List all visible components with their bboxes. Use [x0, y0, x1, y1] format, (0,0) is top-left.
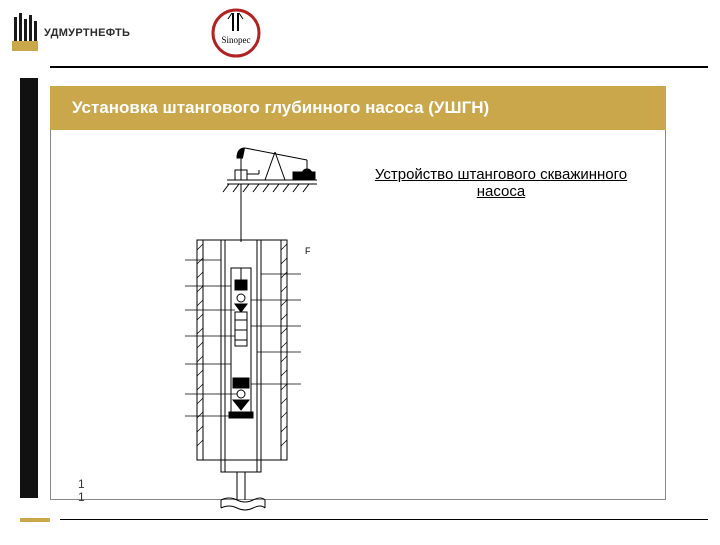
page-number-line1: 1: [78, 478, 85, 491]
company-logo: УДМУРТНЕФТЬ: [12, 13, 130, 53]
derrick-icon: [12, 13, 38, 53]
brand-name: УДМУРТНЕФТЬ: [44, 27, 130, 39]
pumpjack-icon: [223, 148, 317, 192]
partner-label-text: Sinopec: [222, 35, 251, 45]
footer-accent: [20, 518, 50, 522]
header-rule: [50, 66, 708, 68]
header: УДМУРТНЕФТЬ Sinopec: [0, 0, 720, 66]
svg-text:F: F: [305, 246, 311, 256]
pump-diagram: F: [167, 140, 333, 540]
left-stripe: [20, 78, 38, 498]
title-bar: Установка штангового глубинного насоса (…: [50, 86, 666, 130]
slide-title: Установка штангового глубинного насоса (…: [72, 98, 489, 118]
footer-rule: [60, 519, 708, 520]
subtitle: Устройство штангового скважинного насоса: [351, 166, 651, 200]
page-number: 1 1: [78, 478, 85, 503]
page-number-line2: 1: [78, 491, 85, 504]
partner-logo: Sinopec: [210, 7, 262, 59]
content-frame: Устройство штангового скважинного насоса: [50, 130, 666, 500]
